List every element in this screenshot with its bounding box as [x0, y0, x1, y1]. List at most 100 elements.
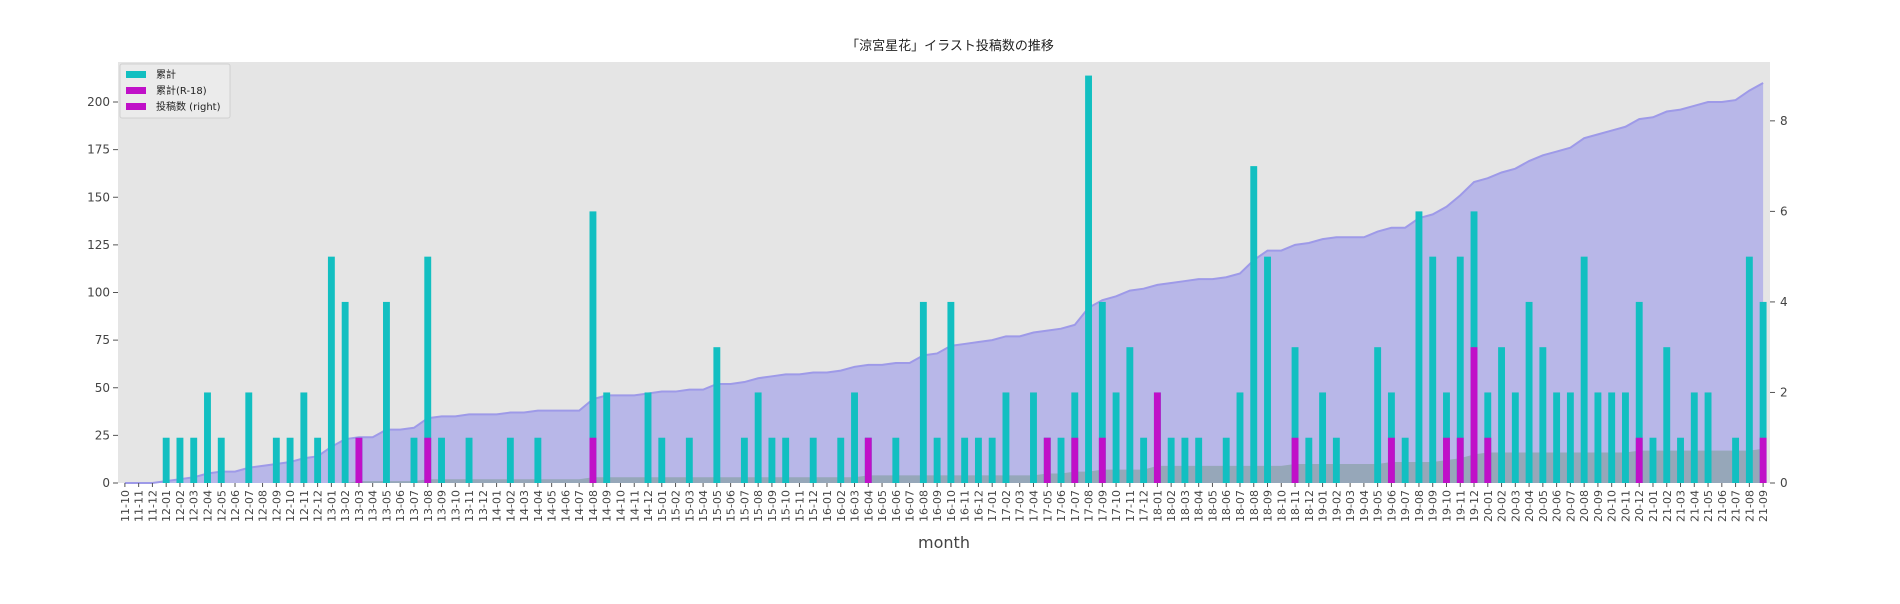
x-tick-label: 13-05 — [380, 490, 393, 522]
x-tick-label: 18-03 — [1179, 490, 1192, 522]
x-tick-label: 19-01 — [1317, 490, 1330, 522]
x-tick-label: 14-07 — [573, 490, 586, 522]
x-tick-label: 13-10 — [449, 490, 462, 522]
x-tick-label: 18-10 — [1275, 490, 1288, 522]
r18-post-bar — [1456, 437, 1464, 483]
post-bar — [851, 392, 858, 483]
x-tick-label: 21-01 — [1647, 490, 1660, 522]
x-tick-label: 12-04 — [201, 490, 214, 522]
post-bar — [424, 256, 432, 483]
x-tick-label: 16-05 — [876, 490, 889, 522]
x-tick-label: 21-06 — [1716, 490, 1729, 522]
post-bar — [506, 437, 514, 483]
x-tick-label: 19-08 — [1413, 490, 1426, 522]
post-bar — [1085, 75, 1092, 483]
post-bar — [1126, 347, 1134, 483]
post-bar — [1511, 392, 1519, 483]
r18-post-bar — [1484, 437, 1492, 483]
x-tick-label: 16-07 — [904, 490, 917, 522]
x-tick-label: 20-07 — [1564, 490, 1577, 522]
post-bar — [947, 301, 955, 483]
post-bar — [162, 437, 170, 483]
x-axis: 11-10 11-11 11-12 12-01 12-02 12-03 12-04 12-05… — [119, 483, 1770, 522]
post-bar — [1167, 437, 1175, 483]
x-tick-label: 18-04 — [1193, 490, 1206, 522]
x-tick-label: 15-12 — [807, 490, 820, 522]
x-tick-label: 19-06 — [1385, 490, 1398, 522]
legend-swatch-posts — [126, 103, 146, 110]
x-tick-label: 12-01 — [160, 490, 173, 522]
x-tick-label: 21-08 — [1743, 490, 1756, 522]
x-tick-label: 12-12 — [312, 490, 325, 522]
post-bar — [1319, 392, 1327, 483]
x-tick-label: 12-03 — [188, 490, 201, 522]
x-tick-label: 14-02 — [504, 490, 517, 522]
r18-cumulative-area-fill — [124, 448, 1764, 483]
x-tick-label: 12-07 — [243, 490, 256, 522]
post-bar — [1539, 347, 1547, 483]
y-left-tick-label: 175 — [87, 143, 110, 157]
x-tick-label: 14-08 — [587, 490, 600, 522]
post-bar — [341, 301, 349, 483]
x-tick-label: 14-09 — [601, 490, 614, 522]
post-bar — [1732, 437, 1740, 483]
x-tick-label: 12-05 — [215, 490, 228, 522]
x-tick-label: 17-10 — [1110, 490, 1123, 522]
post-bar — [300, 392, 308, 483]
r18-cumulative-area — [124, 448, 1764, 483]
post-bar — [383, 301, 390, 483]
cumulative-line — [124, 82, 1764, 484]
y-left-tick-label: 150 — [87, 190, 110, 204]
x-tick-label: 19-11 — [1454, 490, 1467, 522]
post-bar — [1484, 392, 1492, 483]
x-tick-label: 14-04 — [532, 490, 545, 522]
post-bar — [438, 437, 445, 483]
r18-post-bar — [1387, 437, 1395, 483]
r18-post-bar — [1470, 347, 1478, 483]
legend-box — [119, 63, 231, 119]
x-tick-label: 17-12 — [1138, 490, 1151, 522]
y-left-tick-label: 125 — [87, 238, 110, 252]
r18-post-bar — [1043, 437, 1051, 483]
x-tick-label: 16-08 — [917, 490, 930, 522]
x-tick-label: 16-12 — [972, 490, 985, 522]
legend-label-r18: 累計(R-18) — [156, 84, 207, 97]
legend-label-cumulative: 累計 — [156, 68, 176, 81]
x-tick-label: 19-03 — [1344, 490, 1357, 522]
x-tick-label: 16-11 — [959, 490, 972, 522]
post-bar — [1608, 392, 1616, 483]
post-bar — [768, 437, 776, 483]
legend-swatch-r18 — [126, 87, 146, 94]
r18-post-bar — [1443, 437, 1450, 483]
post-bar — [1401, 437, 1409, 483]
x-tick-label: 21-02 — [1661, 490, 1674, 522]
r18-post-bar — [1098, 437, 1106, 483]
post-bar — [837, 437, 845, 483]
x-tick-label: 13-03 — [353, 490, 366, 522]
x-tick-label: 19-09 — [1427, 490, 1440, 522]
post-bar — [1030, 392, 1037, 483]
x-tick-label: 15-03 — [683, 490, 696, 522]
post-bar — [713, 347, 721, 483]
x-tick-label: 17-08 — [1083, 490, 1096, 522]
post-bar — [314, 437, 322, 483]
y-right-tick-label: 6 — [1780, 204, 1788, 218]
post-bar — [1057, 437, 1065, 483]
x-tick-label: 20-09 — [1592, 490, 1605, 522]
x-tick-label: 14-10 — [614, 490, 627, 522]
x-tick-label: 17-07 — [1069, 490, 1082, 522]
chart-title: 「涼宮星花」イラスト投稿数の推移 — [846, 38, 1054, 54]
post-bar — [658, 437, 666, 483]
x-tick-label: 20-11 — [1619, 490, 1632, 522]
x-tick-label: 15-07 — [738, 490, 751, 522]
legend: 累計 累計(R-18) 投稿数 (right) — [119, 63, 231, 119]
x-tick-label: 17-02 — [1000, 490, 1013, 522]
x-tick-label: 13-09 — [436, 490, 449, 522]
post-bar — [1429, 256, 1437, 483]
post-bar — [1553, 392, 1561, 483]
y-left-tick-label: 75 — [95, 333, 110, 347]
x-tick-label: 13-01 — [325, 490, 338, 522]
y-right-tick-label: 8 — [1780, 114, 1788, 128]
x-tick-label: 13-04 — [367, 490, 380, 522]
